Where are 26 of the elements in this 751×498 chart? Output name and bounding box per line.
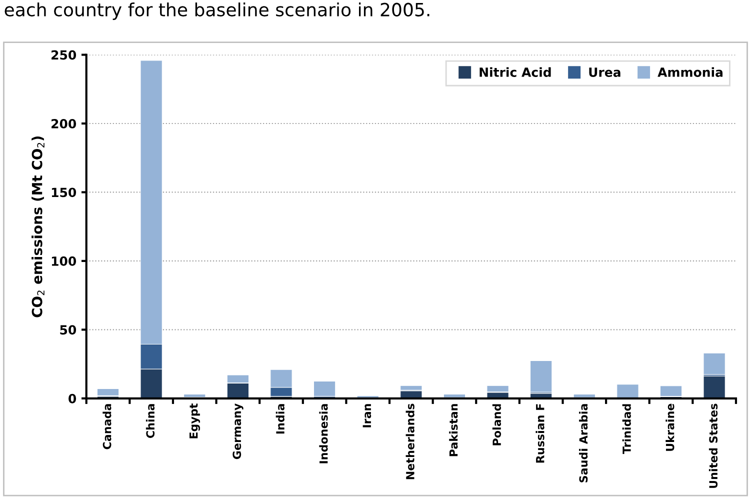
y-axis-title: CO$_{2}$ emissions (Mt CO$_{2}$): [32, 136, 44, 318]
text: each country for the baseline scenario in 2005.: [4, 2, 430, 20]
y-tick-label: 100: [52, 256, 76, 266]
x-tick-label: Canada: [102, 404, 112, 450]
x-tick-label: Netherlands: [406, 404, 414, 480]
x-tick-label: Pakistan: [449, 404, 458, 456]
y-tick-label: 0: [68, 394, 76, 404]
x-tick-label: Indonesia: [319, 404, 328, 464]
y-tick-label: 250: [52, 50, 76, 60]
legend-label: Urea: [589, 68, 620, 77]
x-tick-label: China: [146, 404, 155, 438]
y-tick-label: 50: [60, 325, 76, 335]
x-tick-label: United States: [708, 404, 718, 488]
x-tick-label: Russian F: [536, 404, 544, 463]
legend-label: Nitric Acid: [480, 67, 551, 77]
y-tick-label: 150: [52, 188, 76, 198]
x-tick-label: India: [276, 404, 284, 434]
x-tick-label: Egypt: [190, 404, 200, 438]
x-tick-label: Trinidad: [622, 404, 631, 454]
legend-label: Ammonia: [658, 67, 722, 77]
y-tick-label: 200: [52, 118, 76, 128]
x-tick-label: Germany: [232, 403, 244, 460]
x-tick-label: Ukraine: [666, 404, 674, 451]
x-tick-label: Poland: [492, 404, 502, 446]
x-tick-label: Saudi Arabia: [579, 404, 588, 482]
x-tick-label: Iran: [362, 404, 372, 428]
